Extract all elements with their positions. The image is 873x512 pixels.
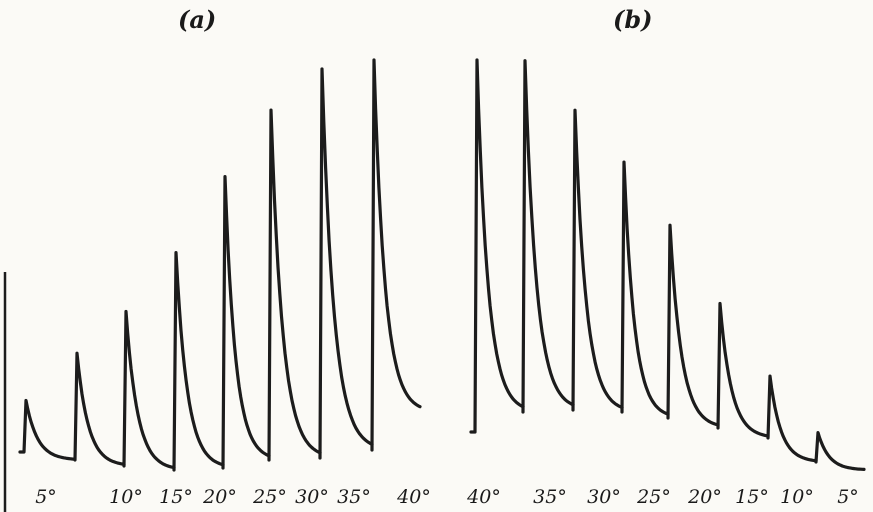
trace-b-5 [666,223,720,427]
trace-a-6 [267,108,322,462]
tick-label-b-3: 30° [587,486,621,508]
trace-a-4 [172,250,225,472]
tick-label-b-6: 15° [735,486,769,508]
trace-b-8 [814,430,866,471]
trace-a-5 [221,175,271,470]
panel-label-b: (b) [613,5,653,34]
traces-group [18,58,866,472]
trace-a-8 [370,58,422,452]
tick-label-b-8: 5° [837,486,859,508]
trace-a-2 [73,351,126,466]
trace-b-6 [716,301,770,438]
tick-label-a-2: 10° [109,486,143,508]
panel-label-a: (a) [178,5,216,34]
tick-label-a-4: 20° [202,486,237,508]
tick-label-b-7: 10° [780,486,814,508]
trace-b-4 [620,160,670,416]
trace-b-3 [571,108,624,412]
tick-label-a-1: 5° [35,486,57,508]
trace-b-1 [469,58,525,434]
tick-label-b-2: 35° [533,486,567,508]
tick-label-a-7: 35° [337,486,371,508]
tick-label-a-6: 30° [295,486,329,508]
trace-a-7 [318,67,374,460]
tick-label-b-1: 40° [466,486,501,508]
tick-label-a-5: 25° [252,486,287,508]
tick-label-b-5: 20° [687,486,722,508]
tick-label-b-4: 25° [636,486,671,508]
tick-label-a-8: 40° [396,486,431,508]
trace-b-2 [521,59,575,414]
trace-a-3 [122,309,176,470]
tick-labels-group: 5° 10° 15° 20° 25° 30° 35° 40° 40° 35° 30° 25° 20° 15… [35,486,859,508]
trace-b-7 [766,374,818,463]
trace-a-1 [18,398,76,461]
tick-label-a-3: 15° [159,486,193,508]
